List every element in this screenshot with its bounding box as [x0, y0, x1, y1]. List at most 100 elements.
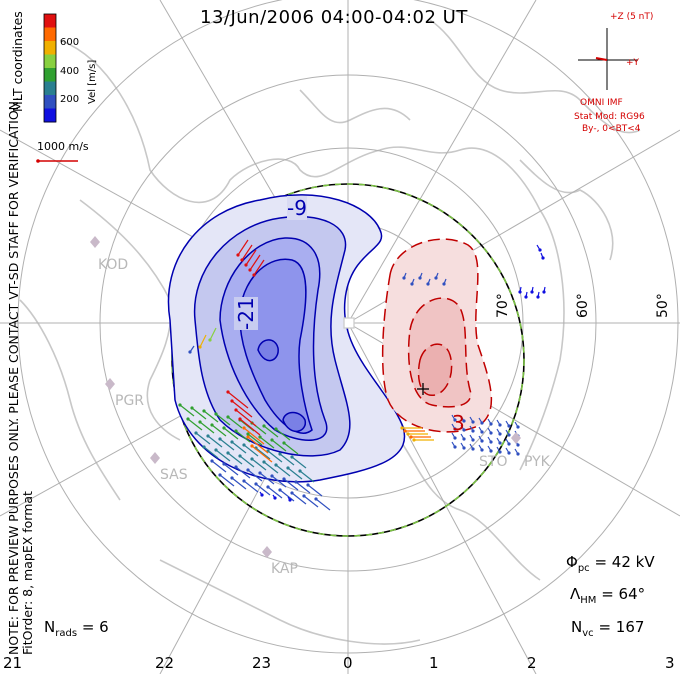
imf-by-label: +Y: [626, 58, 640, 68]
velocity-vector-origin: [226, 451, 230, 455]
velocity-vector-origin: [230, 399, 234, 403]
velocity-vector: [303, 495, 319, 508]
velocity-vector-origin: [410, 282, 414, 286]
velocity-vector: [255, 483, 271, 496]
velocity-vector-origin: [462, 428, 466, 432]
mlt-tick-23: 23: [252, 654, 272, 672]
velocity-vector-origin: [507, 433, 511, 437]
velocity-vector: [263, 461, 279, 474]
velocity-vector-origin: [282, 477, 286, 481]
radar-site-kap: KAP: [271, 561, 298, 577]
velocity-vector: [263, 425, 279, 438]
velocity-vector: [271, 439, 287, 452]
colorbar-segment: [44, 54, 56, 69]
velocity-vector-origin: [530, 290, 534, 294]
velocity-vector-origin: [471, 420, 475, 424]
velocity-vector-origin: [412, 438, 416, 442]
velocity-vector-origin: [480, 448, 484, 452]
velocity-vector-origin: [402, 276, 406, 280]
velocity-vector: [239, 418, 261, 436]
velocity-vector: [199, 421, 215, 434]
velocity-vector-origin: [471, 429, 475, 433]
velocity-vector: [243, 427, 265, 445]
velocity-vector-origin: [258, 471, 262, 475]
latitude-label-60: 60°: [575, 293, 591, 318]
velocity-vector: [219, 438, 235, 451]
velocity-vector-origin: [302, 494, 306, 498]
velocity-vector-origin: [462, 437, 466, 441]
velocity-vector-origin: [426, 282, 430, 286]
velocity-vector-origin: [234, 465, 238, 469]
velocity-vector-origin: [273, 496, 277, 500]
velocity-vector-origin: [238, 417, 242, 421]
velocity-vector: [247, 436, 269, 454]
negative-potential-cell: [167, 194, 406, 483]
velocity-vector-origin: [270, 438, 274, 442]
velocity-vector-origin: [242, 479, 246, 483]
velocity-vector-origin: [282, 441, 286, 445]
n-rads-value: = 6: [81, 618, 109, 636]
velocity-vector: [287, 467, 303, 480]
velocity-vector: [235, 430, 251, 443]
latitude-label-50: 50°: [655, 293, 671, 318]
velocity-vector-origin: [262, 460, 266, 464]
imf-bz-label: +Z (5 nT): [610, 12, 654, 22]
velocity-vector-origin: [188, 350, 192, 354]
colorbar-segment: [44, 68, 56, 82]
velocity-vector-origin: [434, 276, 438, 280]
velocity-vector: [215, 449, 231, 462]
velocity-vectors: [178, 239, 546, 511]
colorbar-tick-400: 400: [60, 66, 80, 77]
velocity-vector-origin: [230, 440, 234, 444]
velocity-vector-origin: [202, 409, 206, 413]
velocity-vector-origin: [542, 290, 546, 294]
velocity-vector: [243, 444, 259, 457]
velocity-vector-origin: [294, 480, 298, 484]
velocity-vector-origin: [403, 429, 407, 433]
velocity-vector: [241, 244, 253, 261]
velocity-vector-origin: [406, 432, 410, 436]
vector-scale-label: 1000 m/s: [37, 140, 89, 153]
coordinate-system-label: MLT coordinates: [10, 11, 25, 112]
velocity-vector-origin: [238, 454, 242, 458]
velocity-vector-origin: [230, 476, 234, 480]
velocity-vector: [207, 435, 223, 448]
radar-site-pgr: PGR: [115, 393, 145, 409]
velocity-vector-origin: [462, 446, 466, 450]
velocity-vector-origin: [516, 443, 520, 447]
velocity-vector-origin: [214, 412, 218, 416]
velocity-vector-origin: [462, 419, 466, 423]
velocity-vector: [179, 404, 195, 417]
velocity-vector: [295, 481, 311, 494]
velocity-vector-origin: [242, 443, 246, 447]
velocity-vector-origin: [498, 450, 502, 454]
velocity-vector: [231, 441, 247, 454]
velocity-vector-origin: [480, 439, 484, 443]
velocity-vector-origin: [453, 427, 457, 431]
velocity-vector-origin: [234, 408, 238, 412]
velocity-vector: [279, 453, 295, 466]
velocity-vector: [291, 492, 307, 505]
vector-count: Nvc = 167: [571, 618, 645, 639]
velocity-vector: [283, 478, 299, 491]
mlt-tick-22: 22: [155, 654, 175, 672]
velocity-vector: [267, 450, 283, 463]
velocity-vector-origin: [471, 447, 475, 451]
mlt-tick-21: 21: [3, 654, 23, 672]
radar-site-sas: SAS: [160, 467, 188, 483]
velocity-vector-origin: [262, 424, 266, 428]
velocity-vector: [199, 334, 207, 348]
vector-scale-line: [36, 159, 78, 163]
velocity-vector-origin: [210, 423, 214, 427]
velocity-vector-origin: [471, 438, 475, 442]
velocity-vector: [251, 445, 273, 463]
velocity-vector-origin: [240, 258, 244, 262]
velocity-vector-origin: [250, 457, 254, 461]
velocity-vector: [215, 413, 231, 426]
lambda-hm-value: = 64°: [601, 585, 646, 603]
radar-site-markers: [90, 236, 521, 558]
velocity-vector: [251, 458, 267, 471]
colorbar-tick-600: 600: [60, 37, 80, 48]
colorbar-tick-200: 200: [60, 94, 80, 105]
